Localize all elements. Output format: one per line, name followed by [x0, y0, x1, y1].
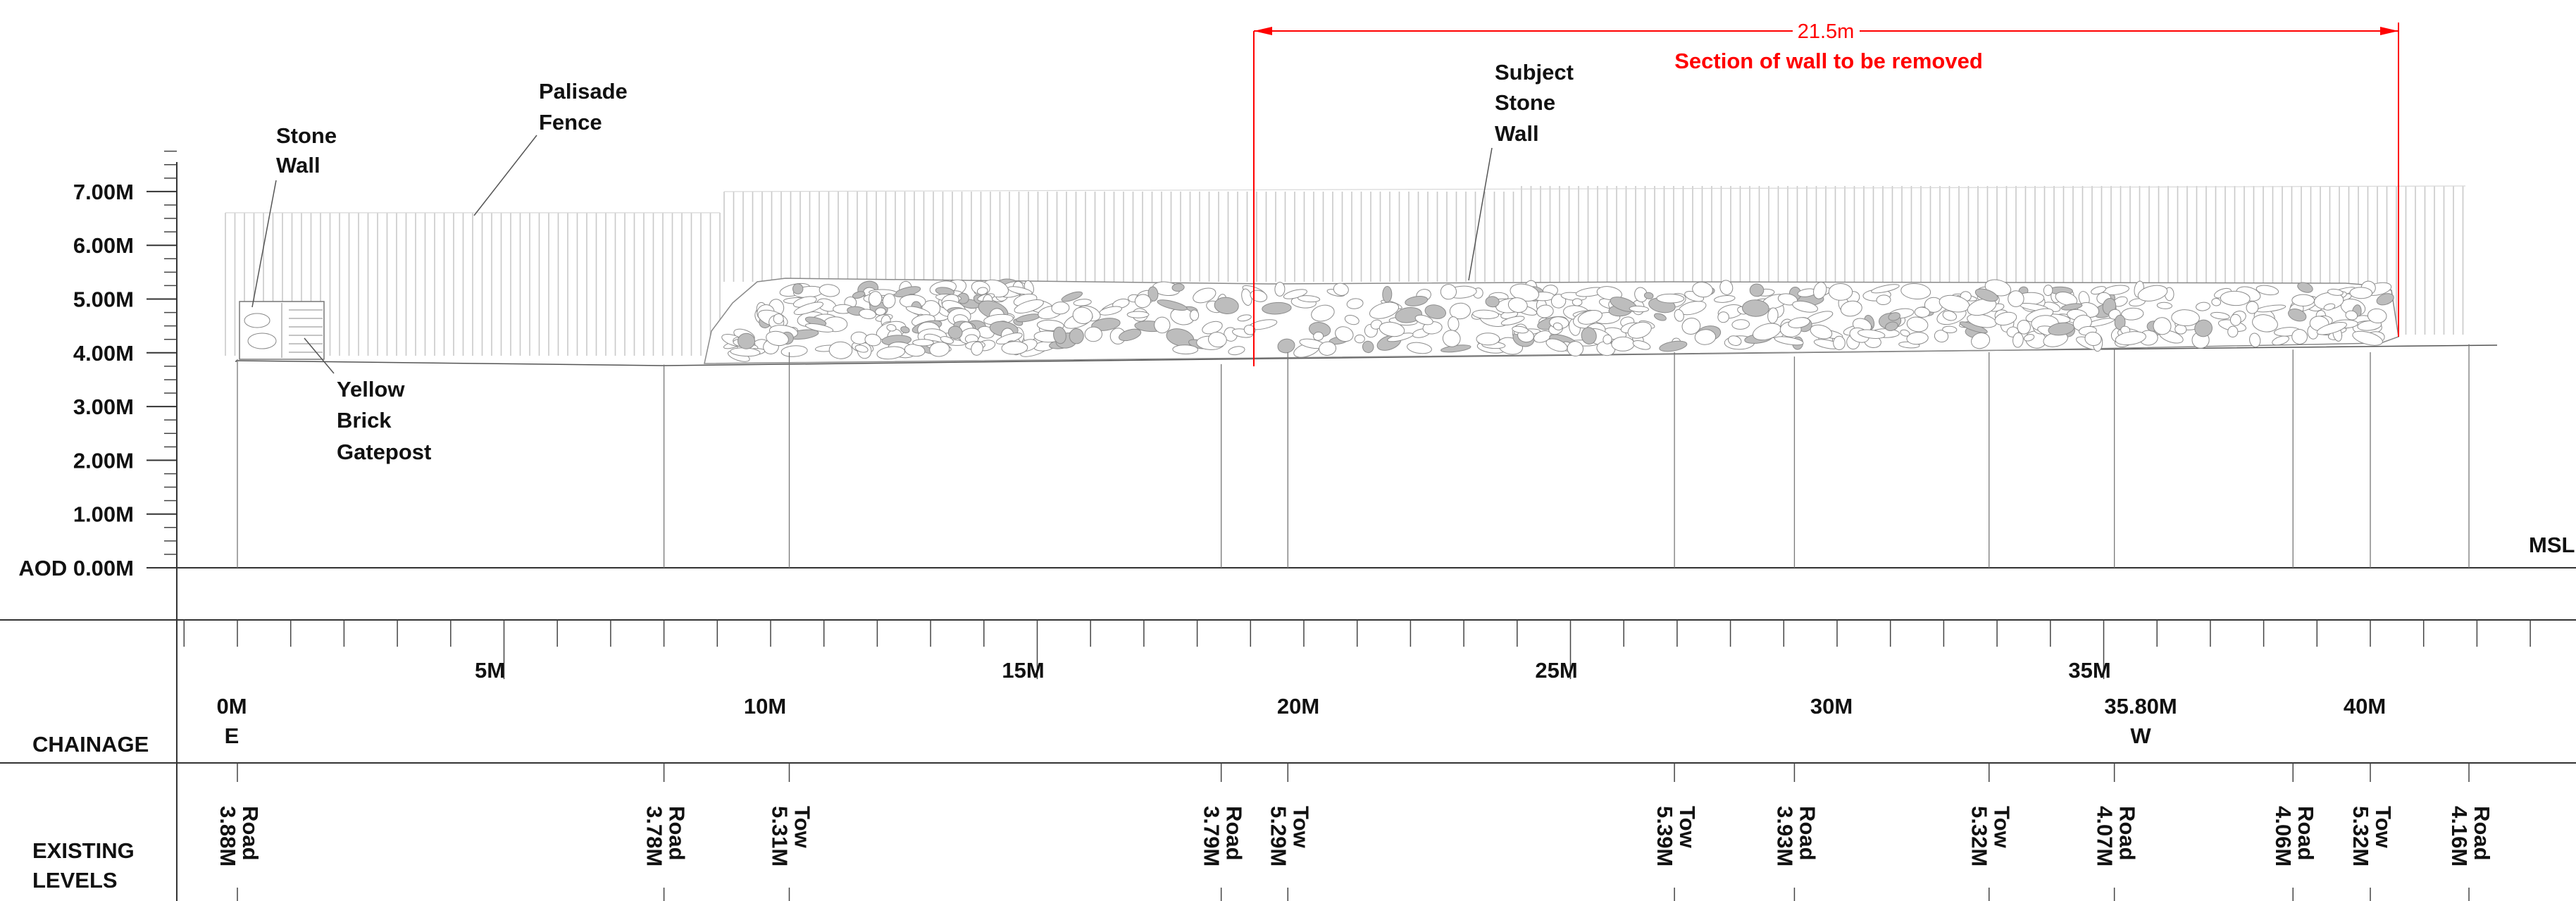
svg-text:Road: Road: [665, 806, 690, 861]
svg-text:3.78M: 3.78M: [642, 806, 667, 866]
level-tick-label: 4.00M: [73, 341, 134, 366]
level-tick-label: 7.00M: [73, 180, 134, 204]
stone-wall-note: Stone Wall: [251, 123, 337, 308]
chainage-label: 0M: [216, 694, 247, 719]
svg-text:Stone: Stone: [276, 123, 337, 148]
chainage-label: 25M: [1535, 658, 1577, 683]
svg-text:Subject: Subject: [1495, 60, 1574, 85]
msl-label: MSL: [2529, 533, 2575, 557]
chainage-labels: 5M 15M 25M 35M 0M E 10M 20M 30M 35.80M W 40M: [216, 658, 2386, 748]
svg-text:Yellow: Yellow: [337, 377, 405, 402]
svg-text:3.88M: 3.88M: [216, 806, 240, 866]
level-tick-label: 5.00M: [73, 287, 134, 312]
svg-text:Road: Road: [1222, 806, 1247, 861]
svg-text:3.79M: 3.79M: [1200, 806, 1224, 866]
svg-text:Road: Road: [1795, 806, 1819, 861]
chainage-sublabel: E: [225, 723, 239, 748]
level-tick-label: 6.00M: [73, 233, 134, 258]
chainage-label: 35.80M: [2104, 694, 2177, 719]
svg-text:Road: Road: [2294, 806, 2318, 861]
level-tick-label: 1.00M: [73, 502, 134, 527]
svg-text:Stone: Stone: [1495, 90, 1555, 115]
existing-levels-row-label-2: LEVELS: [32, 868, 118, 893]
svg-text:Palisade: Palisade: [539, 79, 628, 104]
svg-text:3.93M: 3.93M: [1772, 806, 1797, 866]
level-tick-label: 2.00M: [73, 448, 134, 473]
wall-stonework: [721, 278, 2394, 362]
level-axis-ticks: 7.00M 6.00M 5.00M 4.00M 3.00M 2.00M 1.00M AOD 0…: [18, 150, 177, 621]
svg-text:4.07M: 4.07M: [2093, 806, 2117, 866]
svg-text:Tow: Tow: [1288, 806, 1313, 849]
svg-text:Tow: Tow: [790, 806, 814, 849]
chainage-label: 35M: [2068, 658, 2110, 683]
svg-text:5.32M: 5.32M: [1967, 806, 1992, 866]
level-tick-label: 3.00M: [73, 394, 134, 419]
dimension-value: 21.5m: [1798, 20, 1855, 43]
svg-text:Wall: Wall: [276, 153, 321, 178]
svg-text:Wall: Wall: [1495, 121, 1539, 146]
chainage-label: 10M: [744, 694, 786, 719]
palisade-fence-note: Palisade Fence: [473, 79, 628, 216]
svg-text:Road: Road: [2115, 806, 2140, 861]
chainage-label: 30M: [1810, 694, 1853, 719]
svg-text:5.39M: 5.39M: [1653, 806, 1677, 866]
svg-text:5.31M: 5.31M: [767, 806, 792, 866]
chainage-row-label: CHAINAGE: [32, 732, 149, 757]
svg-text:Gatepost: Gatepost: [337, 440, 431, 464]
svg-text:Road: Road: [238, 806, 263, 861]
dimension-caption: Section of wall to be removed: [1674, 49, 1983, 73]
svg-text:Tow: Tow: [1675, 806, 1700, 849]
svg-text:5.29M: 5.29M: [1266, 806, 1290, 866]
level-drop-lines: [237, 344, 2470, 901]
chainage-sublabel: W: [2130, 723, 2151, 748]
svg-text:Brick: Brick: [337, 408, 392, 433]
level-tick-label: AOD 0.00M: [18, 556, 134, 580]
svg-text:4.06M: 4.06M: [2271, 806, 2296, 866]
yellow-brick-gatepost-note: Yellow Brick Gatepost: [304, 337, 431, 464]
svg-text:Fence: Fence: [539, 110, 602, 135]
svg-text:Tow: Tow: [1990, 806, 2015, 849]
chainage-label: 20M: [1277, 694, 1319, 719]
svg-text:4.16M: 4.16M: [2447, 806, 2472, 866]
yellow-brick-gatepost: [239, 301, 325, 360]
chainage-ticks: [183, 620, 2531, 679]
svg-text:Tow: Tow: [2371, 806, 2396, 849]
road-ground-line: [235, 344, 2498, 366]
subject-stone-wall: [704, 278, 2399, 364]
chainage-label: 15M: [1002, 658, 1044, 683]
svg-text:5.32M: 5.32M: [2348, 806, 2373, 866]
chainage-label: 5M: [475, 658, 505, 683]
subject-stone-wall-note: Subject Stone Wall: [1468, 60, 1574, 281]
chainage-label: 40M: [2344, 694, 2386, 719]
removal-dimension: 21.5m Section of wall to be removed: [1253, 20, 2399, 366]
svg-text:Road: Road: [2470, 806, 2494, 861]
existing-levels-row-label-1: EXISTING: [32, 838, 135, 863]
